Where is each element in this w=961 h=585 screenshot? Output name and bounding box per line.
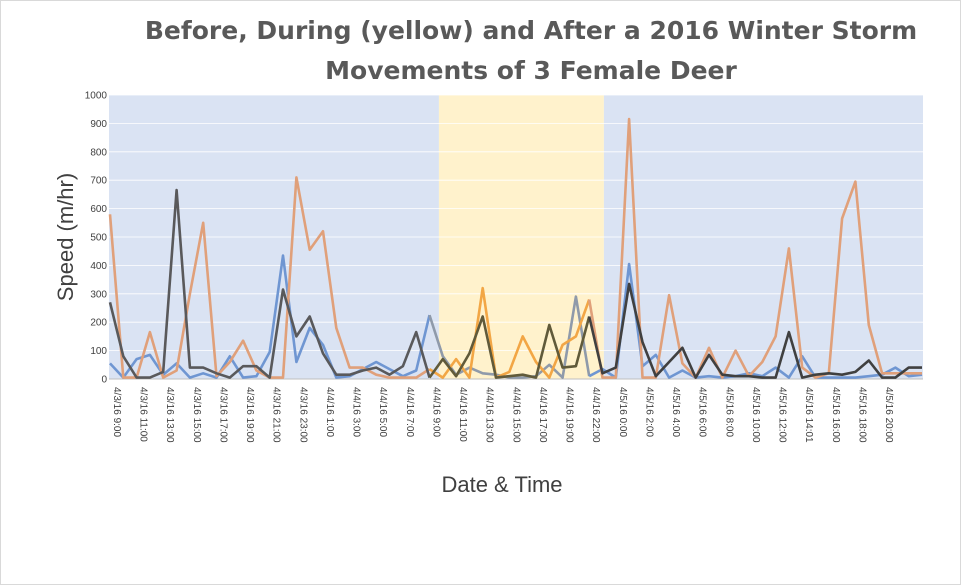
x-tick-label: 4/4/16 22:00	[590, 387, 601, 443]
y-tick-label: 500	[90, 233, 107, 244]
x-tick-label: 4/5/16 12:00	[777, 387, 788, 443]
series-line-after	[588, 262, 923, 379]
chart-title-line2: Movements of 3 Female Deer	[325, 56, 737, 85]
y-tick-label: 900	[90, 119, 107, 130]
series-line-after	[587, 282, 922, 379]
x-tick-label: 4/5/16 6:00	[697, 387, 708, 437]
x-tick-label: 4/4/16 17:00	[537, 387, 548, 443]
x-tick-label: 4/4/16 3:00	[351, 387, 362, 437]
x-tick-label: 4/3/16 13:00	[164, 387, 175, 443]
y-tick-label: 100	[90, 346, 107, 357]
y-axis-title: Speed (m/hr)	[53, 173, 78, 301]
y-tick-labels: 0 100 200 300 400 500 600 700 800 900 1000	[85, 91, 108, 386]
x-tick-label: 4/5/16 8:00	[723, 387, 734, 437]
series-line-during	[428, 286, 591, 379]
x-tick-label: 4/5/16 10:00	[750, 387, 761, 443]
x-tick-label: 4/5/16 14:01	[803, 387, 814, 443]
x-tick-label: 4/4/16 13:00	[484, 387, 495, 443]
x-tick-label: 4/4/16 5:00	[377, 387, 388, 437]
y-tick-label: 700	[90, 176, 107, 187]
chart-title-line1: Before, During (yellow) and After a 2016…	[145, 16, 917, 45]
y-tick-label: 1000	[85, 91, 108, 102]
series-layer	[108, 117, 923, 379]
x-tick-label: 4/5/16 2:00	[643, 387, 654, 437]
x-tick-label: 4/3/16 11:00	[138, 387, 149, 442]
x-tick-label: 4/3/16 23:00	[297, 387, 308, 443]
series-line-before	[108, 188, 431, 379]
x-tick-labels: 4/3/16 9:00 4/3/16 11:00 4/3/16 13:00 4/3/1…	[111, 387, 894, 443]
x-tick-label: 4/4/16 15:00	[510, 387, 521, 443]
series-3	[108, 188, 922, 379]
x-tick-label: 4/3/16 9:00	[111, 387, 122, 437]
x-tick-label: 4/4/16 7:00	[404, 387, 415, 437]
x-tick-label: 4/4/16 19:00	[564, 387, 575, 443]
x-tick-label: 4/4/16 1:00	[324, 387, 335, 437]
y-tick-label: 0	[101, 375, 107, 386]
x-axis-title: Date & Time	[441, 472, 562, 497]
y-tick-label: 600	[90, 204, 107, 215]
x-tick-label: 4/3/16 21:00	[271, 387, 282, 443]
x-tick-label: 4/5/16 16:00	[830, 387, 841, 443]
x-tick-label: 4/4/16 11:00	[457, 387, 468, 442]
x-tick-label: 4/5/16 0:00	[617, 387, 628, 437]
x-tick-label: 4/5/16 20:00	[883, 387, 894, 443]
series-line-during	[428, 315, 591, 379]
x-tick-label: 4/5/16 4:00	[670, 387, 681, 437]
x-tick-label: 4/5/16 18:00	[856, 387, 867, 443]
x-tick-label: 4/4/16 9:00	[430, 387, 441, 437]
y-tick-label: 200	[90, 318, 107, 329]
x-tick-label: 4/3/16 17:00	[217, 387, 228, 443]
x-tick-label: 4/3/16 15:00	[191, 387, 202, 443]
y-tick-label: 300	[90, 289, 107, 300]
y-tick-label: 800	[90, 147, 107, 158]
x-tick-label: 4/3/16 19:00	[244, 387, 255, 443]
y-tick-label: 400	[90, 261, 107, 272]
series-line-after	[587, 117, 922, 379]
